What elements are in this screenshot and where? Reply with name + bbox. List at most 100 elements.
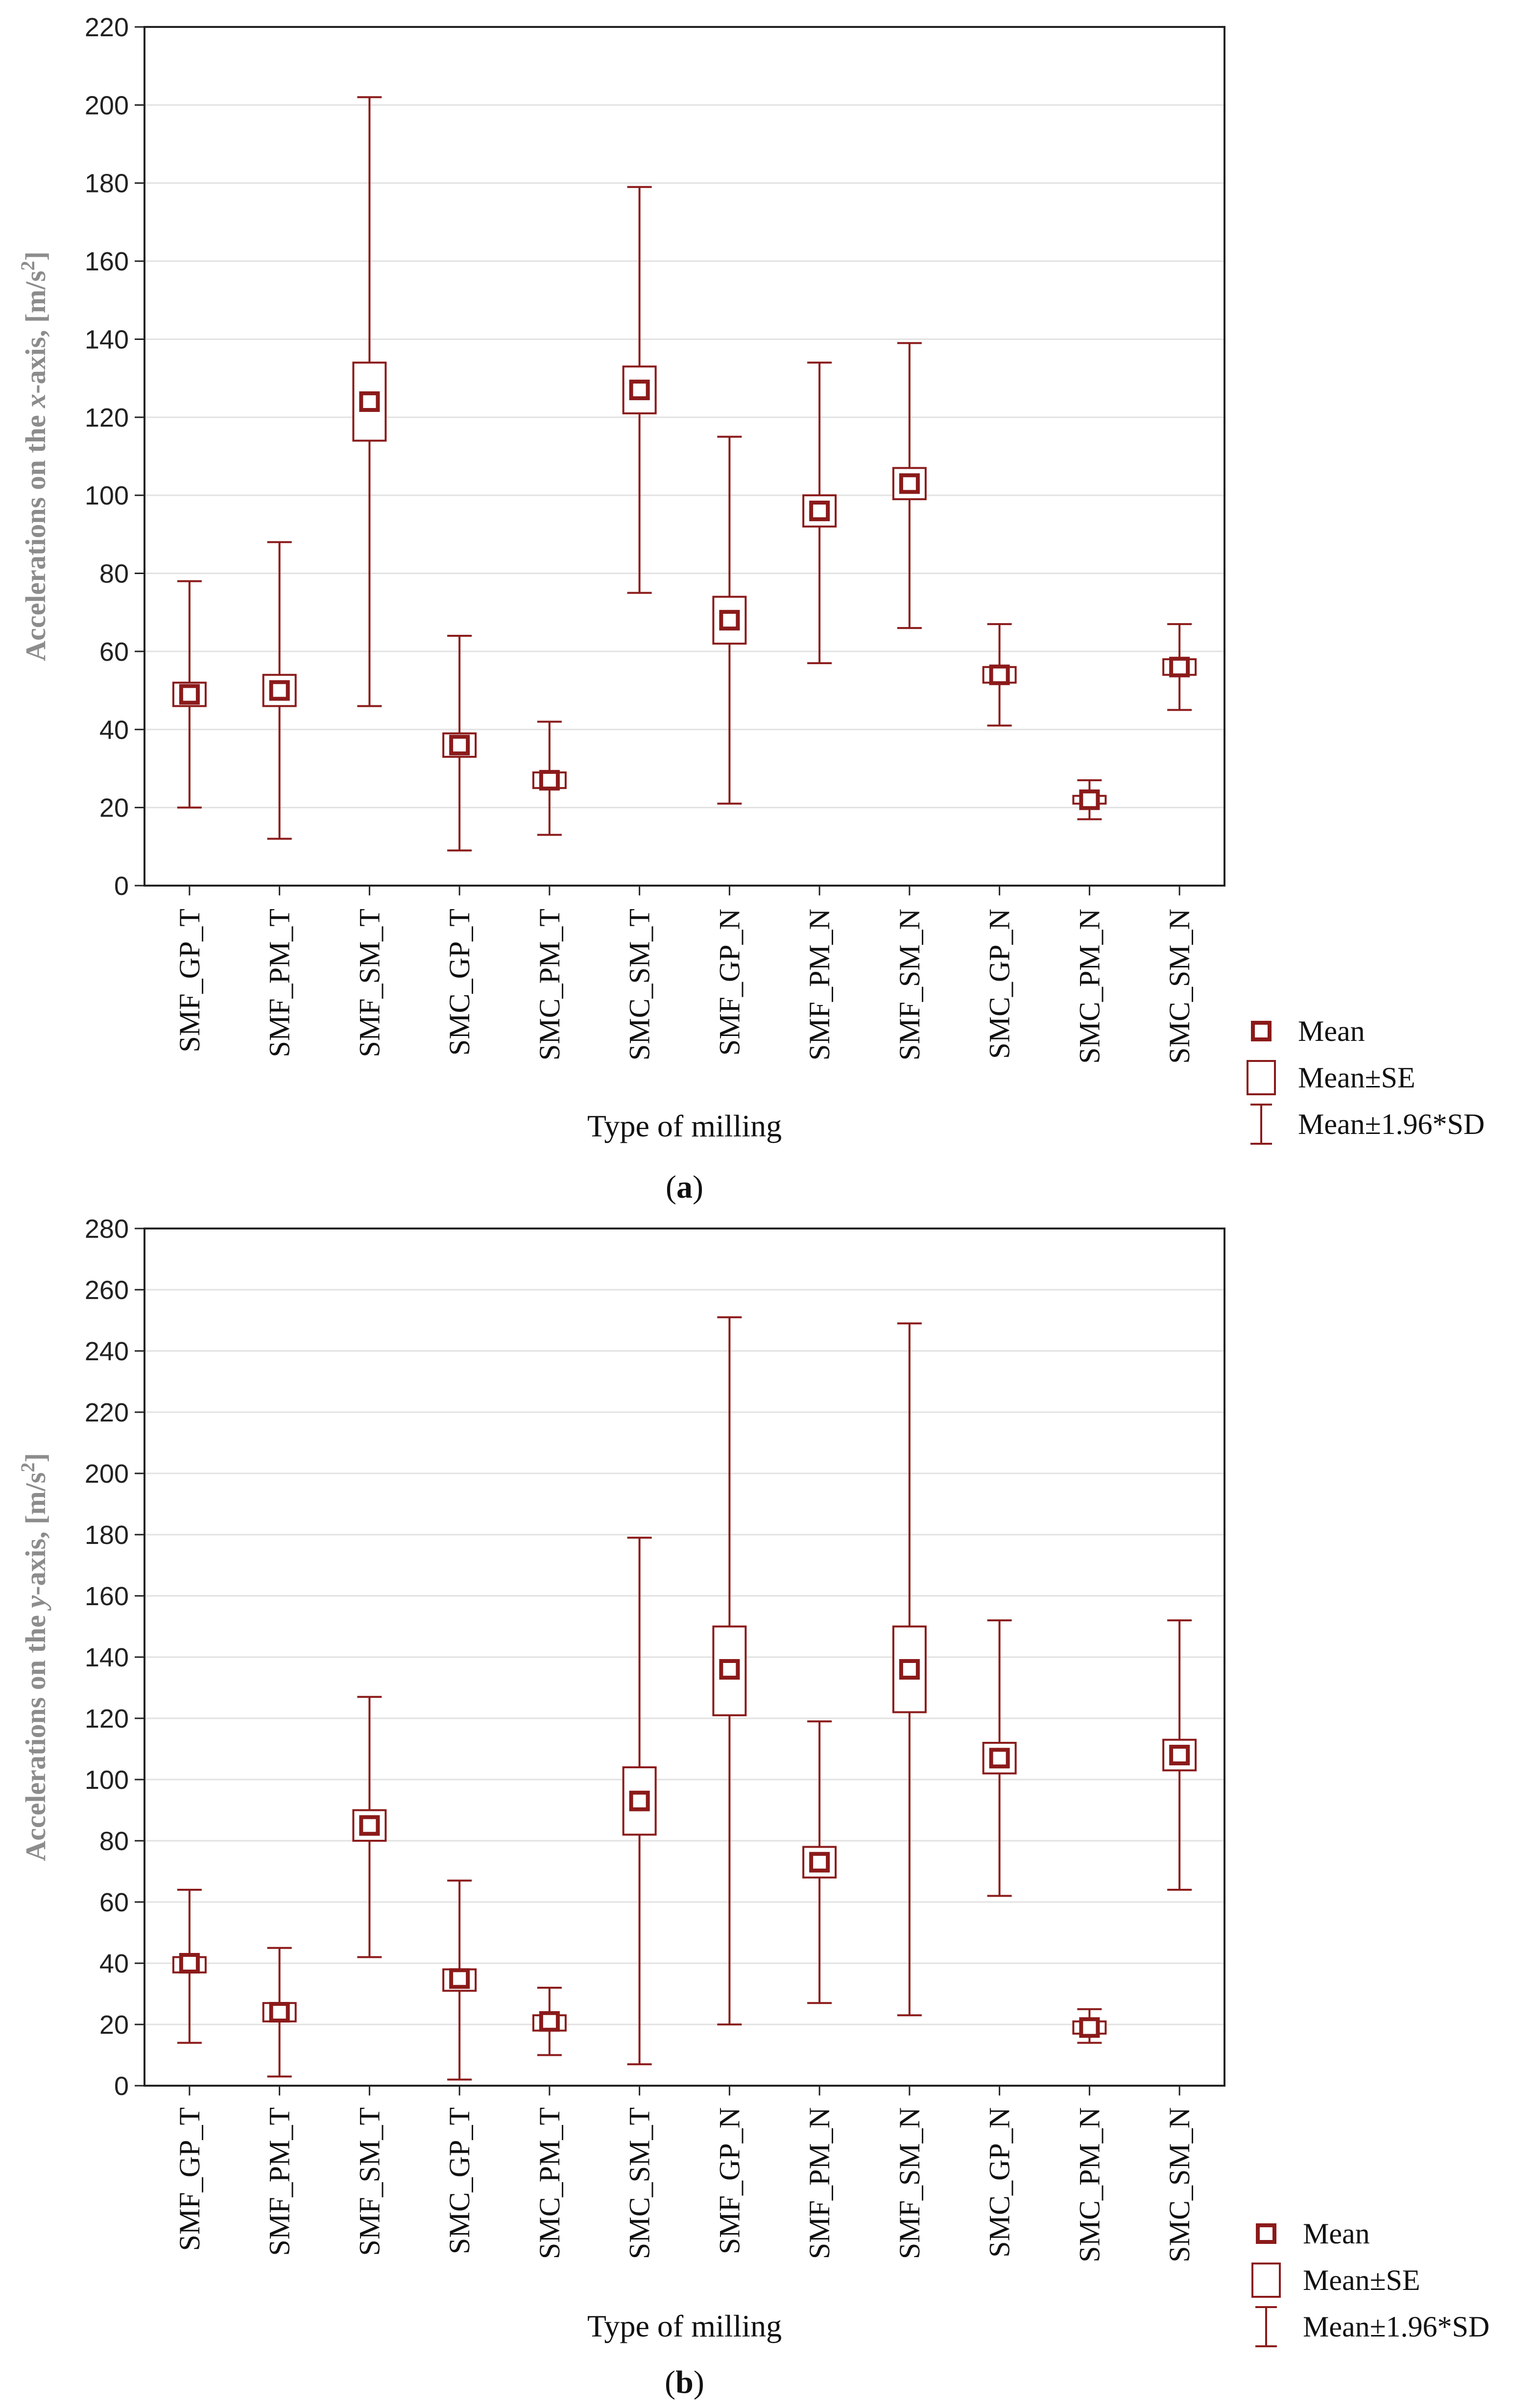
category-label: SMC_GP_N <box>984 2107 1016 2258</box>
mean-marker-SMF_PM_T <box>269 680 290 701</box>
category-label: SMF_PM_N <box>803 909 836 1060</box>
y-axis-label-part: -axis, [m/s <box>20 1472 51 1595</box>
category-label: SMC_PM_N <box>1073 2107 1105 2263</box>
y-tick-label: 200 <box>85 1459 129 1489</box>
legend: Mean Mean±SE Mean±1.96*SD <box>1251 2217 1489 2347</box>
mean-marker-SMC_SM_N <box>1169 656 1190 677</box>
mean-marker-SMC_SM_N <box>1169 1745 1190 1765</box>
category-label: SMF_PM_N <box>803 2107 836 2259</box>
category-label: SMF_GP_T <box>173 909 206 1052</box>
category-label: SMC_SM_T <box>624 2107 656 2259</box>
legend-label: Mean±SE <box>1298 1061 1416 1094</box>
mean-marker-SMC_PM_N <box>1079 2017 1100 2038</box>
category-label: SMC_SM_N <box>1163 2107 1196 2263</box>
y-axis-label-part: 2 <box>17 1463 39 1472</box>
mean-marker-SMF_GP_T <box>179 1953 200 1974</box>
panel-label-part: ( <box>666 1169 676 1205</box>
y-tick-label: 120 <box>85 403 129 433</box>
y-tick-label: 200 <box>85 91 129 120</box>
mean-marker-SMF_GP_T <box>179 684 200 705</box>
y-tick-label: 0 <box>114 871 129 901</box>
y-axis-label-part: x <box>20 394 51 409</box>
x-axis-label: Type of milling <box>587 1108 782 1143</box>
mean-marker-SMC_PM_T <box>539 770 560 791</box>
mean-marker-SMC_GP_T <box>449 735 470 756</box>
mean-marker-SMF_SM_N <box>899 473 920 494</box>
y-tick-label: 120 <box>85 1704 129 1734</box>
y-axis-label-part: y <box>20 1595 51 1611</box>
y-axis-label-part: Accelerations on the <box>20 1608 51 1861</box>
category-label: SMF_GP_N <box>713 2107 745 2254</box>
category-label: SMC_GP_T <box>443 909 476 1056</box>
legend-se-icon <box>1251 2263 1281 2298</box>
mean-marker-SMF_SM_N <box>899 1659 920 1680</box>
mean-marker-SMF_SM_T <box>359 391 380 412</box>
panel-label: (b) <box>665 2364 704 2400</box>
category-label: SMF_SM_T <box>353 2107 385 2256</box>
category-label: SMF_GP_N <box>713 909 745 1056</box>
legend-mean-icon <box>1256 2223 1276 2244</box>
y-tick-label: 100 <box>85 481 129 510</box>
y-tick-label: 80 <box>99 559 129 589</box>
category-label: SMF_GP_T <box>173 2107 206 2251</box>
mean-marker-SMF_GP_N <box>719 610 740 631</box>
legend: Mean Mean±SE Mean±1.96*SD <box>1247 1015 1485 1145</box>
category-label: SMC_PM_T <box>533 909 566 1060</box>
y-tick-label: 220 <box>85 1398 129 1427</box>
y-axis-label-part: ] <box>20 1453 51 1462</box>
y-axis-label-part: 2 <box>17 261 39 270</box>
category-label: SMF_SM_T <box>353 909 385 1057</box>
y-tick-label: 220 <box>85 13 129 42</box>
y-tick-label: 140 <box>85 1643 129 1672</box>
panel-label-part: ( <box>665 2364 675 2400</box>
y-tick-label: 180 <box>85 1520 129 1550</box>
category-label: SMC_GP_T <box>443 2107 476 2254</box>
mean-marker-SMC_SM_T <box>629 380 650 401</box>
mean-marker-SMF_PM_N <box>809 1852 830 1873</box>
mean-marker-SMC_GP_N <box>989 1748 1010 1769</box>
category-label: SMC_SM_T <box>624 909 656 1060</box>
y-tick-label: 240 <box>85 1337 129 1366</box>
y-tick-label: 20 <box>99 794 129 823</box>
legend-label: Mean <box>1303 2217 1370 2250</box>
category-label: SMC_SM_N <box>1163 909 1196 1064</box>
category-label: SMC_PM_T <box>533 2107 566 2259</box>
y-tick-label: 40 <box>99 1949 129 1978</box>
x-axis-label: Type of milling <box>587 2309 782 2343</box>
mean-marker-SMC_GP_N <box>989 664 1010 685</box>
y-axis-label-part: ] <box>20 251 51 261</box>
panel-label: (a) <box>666 1169 703 1205</box>
legend-mean-icon <box>1251 1021 1272 1041</box>
category-label: SMC_PM_N <box>1073 909 1105 1064</box>
y-tick-label: 80 <box>99 1827 129 1856</box>
panel-label-part: ) <box>693 1169 703 1205</box>
mean-marker-SMF_PM_N <box>809 501 830 522</box>
y-tick-label: 20 <box>99 2010 129 2040</box>
y-axis-label-part: Accelerations on the <box>20 408 51 661</box>
y-tick-label: 160 <box>85 1582 129 1611</box>
panel-label-part: a <box>676 1169 693 1205</box>
y-tick-label: 260 <box>85 1276 129 1305</box>
category-label: SMF_SM_N <box>893 909 926 1060</box>
y-axis-label-part: -axis, [m/s <box>20 270 51 393</box>
y-tick-label: 60 <box>99 1888 129 1917</box>
panel-label-part: ) <box>694 2364 704 2400</box>
mean-marker-SMF_PM_T <box>269 2002 290 2023</box>
legend-label: Mean±1.96*SD <box>1298 1108 1485 1140</box>
plot-frame <box>144 26 1225 887</box>
category-label: SMF_SM_N <box>893 2107 926 2259</box>
panel-label-part: b <box>675 2364 694 2400</box>
category-label: SMF_PM_T <box>264 2107 296 2256</box>
se-box-SMF_GP_N <box>712 596 747 645</box>
y-axis-label: Accelerations on the x-axis, [m/s2] <box>17 251 51 661</box>
mean-marker-SMF_SM_T <box>359 1815 380 1836</box>
se-box-SMF_SM_T <box>352 361 387 442</box>
category-label: SMF_PM_T <box>264 909 296 1057</box>
y-axis-label: Accelerations on the y-axis, [m/s2] <box>17 1453 51 1861</box>
y-tick-label: 0 <box>114 2071 129 2101</box>
chart-panel-b: 0 20 40 60 80 100 120 140 160 180 200 220 240 260 280 S… <box>17 1214 1489 2400</box>
mean-marker-SMC_PM_T <box>539 2011 560 2032</box>
se-box-SMC_SM_T <box>622 1766 657 1836</box>
y-tick-label: 180 <box>85 169 129 198</box>
